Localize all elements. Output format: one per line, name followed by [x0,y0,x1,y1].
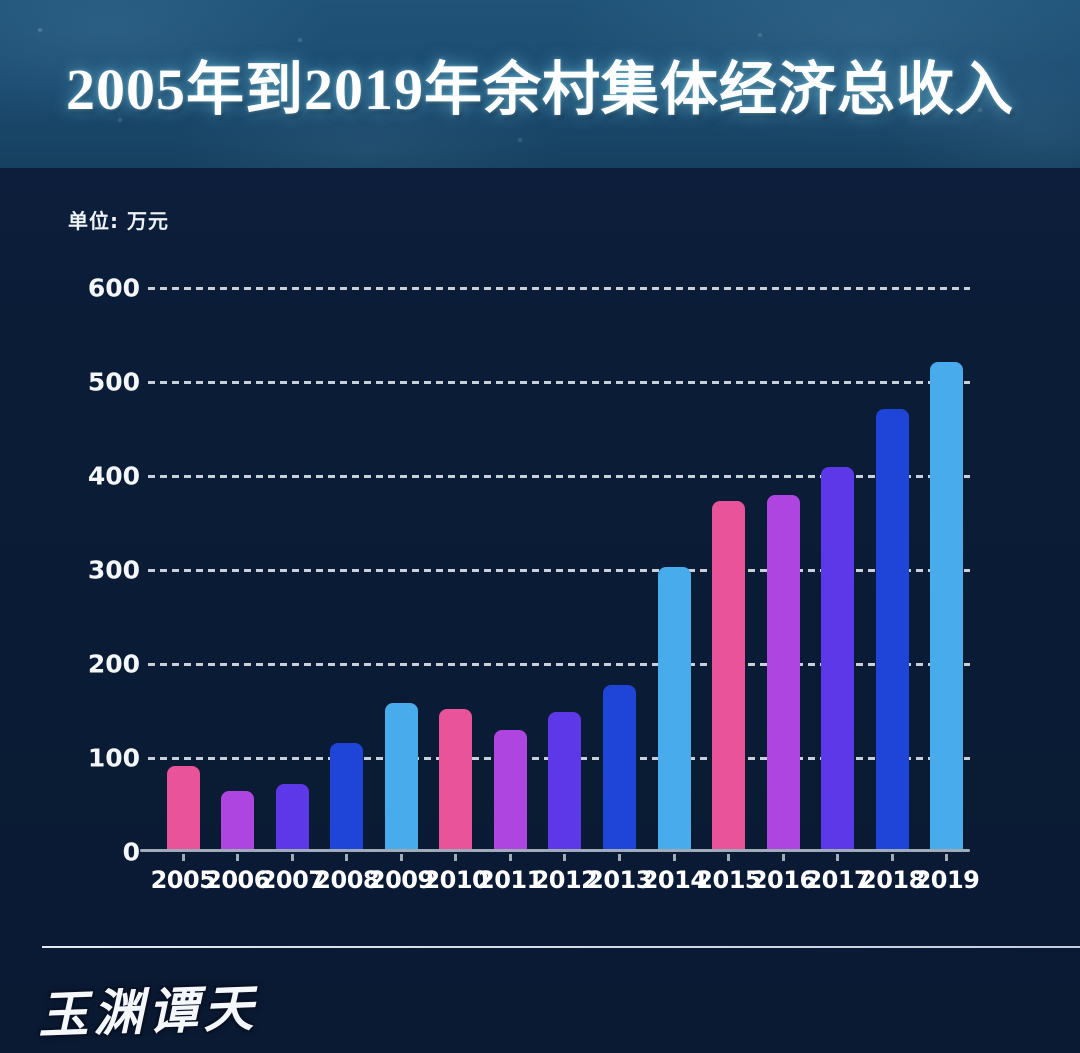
gridline-500 [148,380,970,384]
x-tick-label-2017: 2017 [805,866,871,894]
y-tick-label-500: 500 [87,367,140,397]
y-tick-label-400: 400 [87,461,140,491]
x-tick-label-2016: 2016 [750,866,816,894]
x-tick-label-2006: 2006 [205,866,270,894]
header-banner: 2005年到2019年余村集体经济总收入 [0,0,1080,168]
bar-2012 [548,711,582,852]
bar-2014 [657,567,691,852]
watermark-logo: 玉渊谭天 [37,978,260,1045]
axis-tick-2017 [836,854,840,861]
bar-2011 [493,729,527,852]
bar-2015 [712,501,746,852]
bar-2016 [766,494,800,852]
bar-2008 [330,742,364,852]
x-tick-label-2009: 2009 [368,866,434,894]
bar-2010 [439,709,473,852]
axis-tick-2007 [290,854,294,861]
divider-line [42,946,1080,948]
bar-2013 [603,684,637,852]
unit-label: 单位: 万元 [68,209,169,233]
x-tick-label-2014: 2014 [641,866,707,894]
x-tick-label-2019: 2019 [914,866,980,894]
axis-tick-2014 [672,854,676,861]
y-tick-label-300: 300 [87,555,140,585]
axis-tick-2009 [399,854,403,861]
bar-2019 [930,362,964,852]
axis-tick-2006 [236,854,240,861]
axis-tick-2011 [508,854,512,861]
page-title: 2005年到2019年余村集体经济总收入 [65,57,1014,122]
x-axis-line [140,849,970,852]
gridline-600 [148,286,970,290]
axis-tick-2008 [345,854,349,861]
x-tick-label-2013: 2013 [587,866,652,894]
x-tick-label-2005: 2005 [150,866,216,894]
bar-2007 [275,784,309,852]
x-tick-label-2018: 2018 [860,866,925,894]
axis-tick-2016 [781,854,785,861]
axis-tick-2019 [945,854,949,861]
gridline-400 [148,474,970,478]
x-tick-label-2012: 2012 [532,866,598,894]
bar-2017 [821,466,855,852]
x-tick-label-2015: 2015 [696,866,762,894]
x-tick-label-2011: 2011 [478,866,543,894]
y-tick-label-200: 200 [87,649,140,679]
y-axis-labels: 0 100 200 300 400 500 600 [55,276,140,865]
axis-tick-2013 [618,854,622,861]
gridline-300 [148,568,970,572]
axis-tick-2012 [563,854,567,861]
axis-tick-2010 [454,854,458,861]
axis-tick-2005 [181,854,185,861]
x-tick-label-2010: 2010 [423,866,489,894]
gridline-200 [148,662,970,666]
axis-tick-2018 [890,854,894,861]
bar-2005 [166,766,200,852]
y-tick-label-600: 600 [87,273,140,303]
x-tick-label-2008: 2008 [314,866,380,894]
bar-2006 [221,790,255,852]
x-tick-label-2007: 2007 [259,866,325,894]
y-tick-label-0: 0 [122,837,140,867]
bar-2018 [875,409,909,852]
axis-tick-2015 [727,854,731,861]
plot-area: 2005 2006 2007 2008 2009 2010 2011 2012 2013 2014… [140,286,980,894]
bar-2009 [384,703,418,852]
y-tick-label-100: 100 [87,743,140,773]
